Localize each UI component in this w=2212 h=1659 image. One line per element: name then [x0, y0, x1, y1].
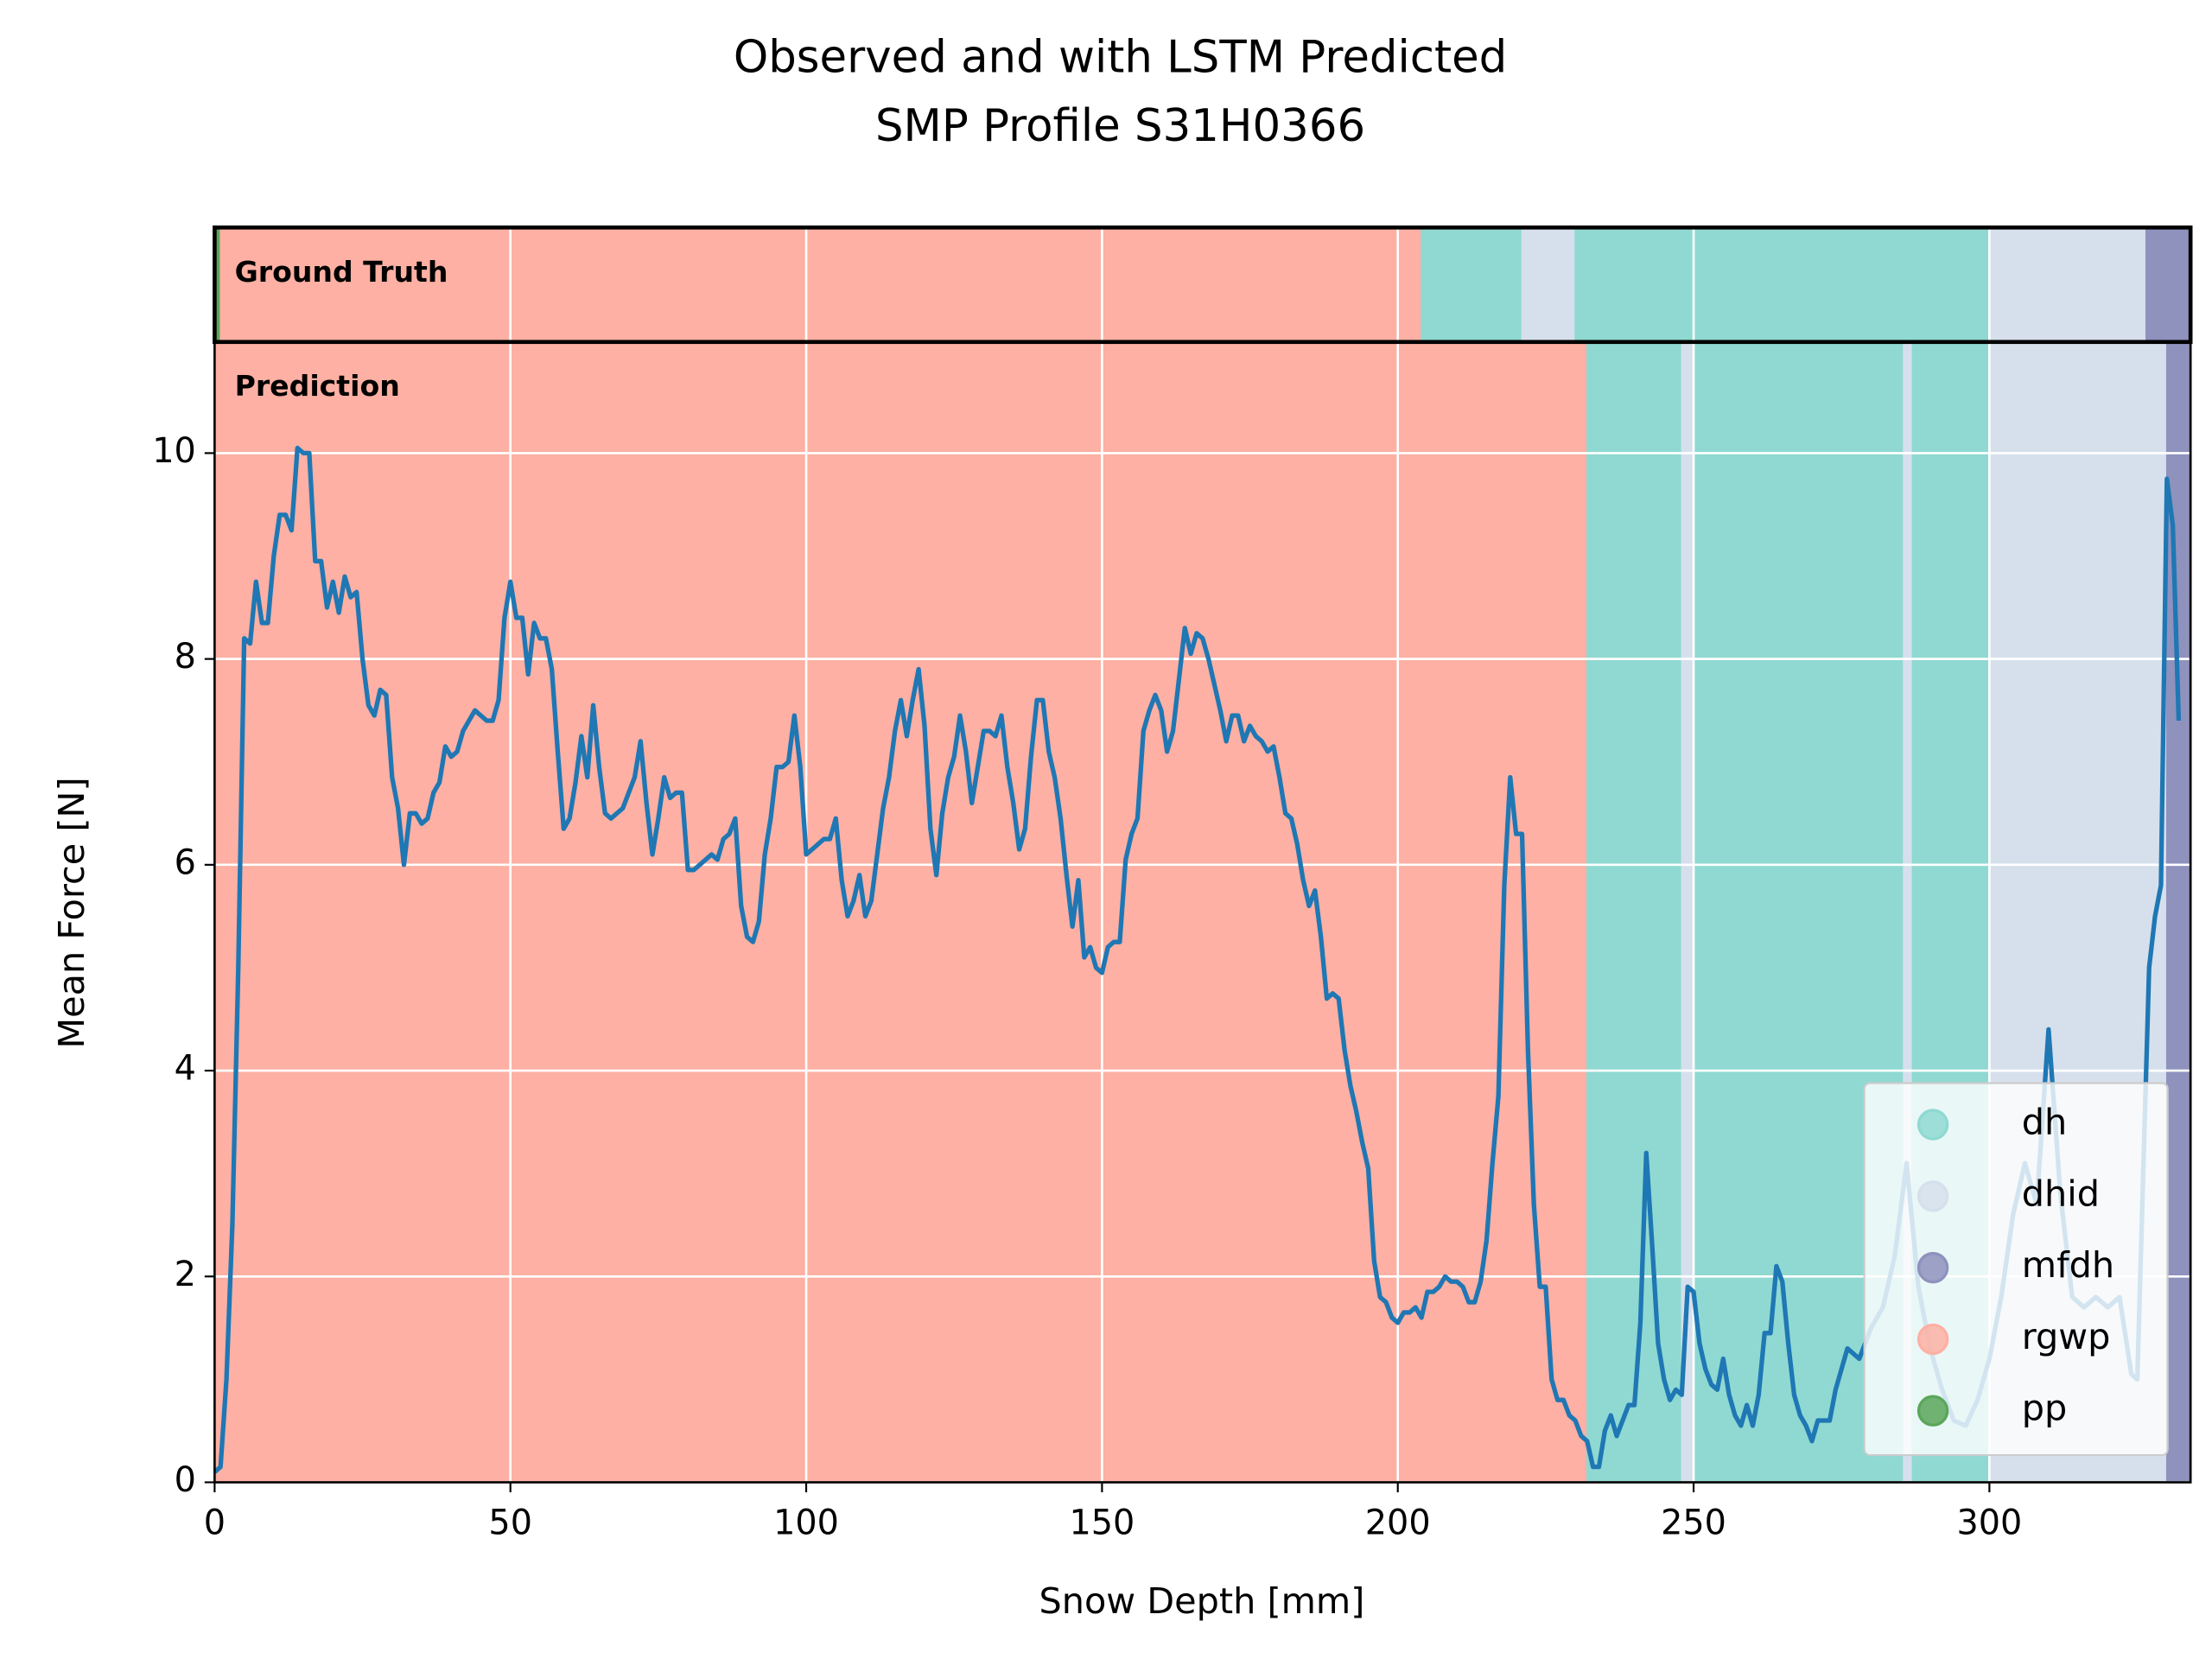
legend-label: rgwp	[2022, 1316, 2111, 1357]
class-segment	[1421, 226, 1523, 343]
legend-marker	[1916, 1395, 1949, 1427]
band-label: Prediction	[235, 369, 400, 403]
band-label: Ground Truth	[235, 255, 448, 289]
legend-label: dh	[2022, 1102, 2068, 1143]
legend-marker	[1916, 1323, 1949, 1356]
chart-title: Observed and with LSTM Predicted	[734, 32, 1507, 84]
x-tick-label: 200	[1365, 1503, 1431, 1543]
legend-marker	[1916, 1251, 1949, 1284]
legend-label: mfdh	[2022, 1244, 2114, 1286]
y-tick-label: 8	[175, 637, 196, 677]
class-segment	[213, 340, 1588, 1484]
data-line	[213, 445, 2182, 1474]
x-tick-label: 250	[1661, 1503, 1726, 1543]
legend-label: pp	[2022, 1388, 2068, 1429]
y-tick-label: 6	[175, 842, 196, 882]
x-tick-label: 300	[1956, 1503, 2022, 1543]
legend-label: dhid	[2022, 1173, 2100, 1214]
x-tick-label: 0	[204, 1503, 226, 1543]
class-segment	[1521, 226, 1576, 343]
class-segment	[1988, 226, 2147, 343]
legend-marker	[1916, 1109, 1949, 1141]
x-tick-label: 150	[1069, 1503, 1135, 1543]
class-segment	[219, 226, 1422, 343]
class-segment	[2145, 226, 2191, 343]
y-tick-label: 0	[175, 1460, 196, 1500]
class-segment	[1574, 226, 1991, 343]
legend-box	[1863, 1082, 2169, 1457]
chart-subtitle: SMP Profile S31H0366	[875, 100, 1365, 152]
x-tick-label: 50	[488, 1503, 532, 1543]
ground-truth-frame	[213, 225, 2193, 345]
x-axis-label: Snow Depth [mm]	[1039, 1580, 1365, 1622]
legend-marker	[1916, 1180, 1949, 1212]
y-axis-label: Mean Force [N]	[51, 777, 92, 1048]
y-tick-label: 2	[175, 1255, 196, 1294]
y-tick-label: 10	[152, 431, 196, 471]
x-tick-label: 100	[773, 1503, 839, 1543]
class-segment	[1586, 340, 1683, 1484]
y-tick-label: 4	[175, 1049, 196, 1089]
